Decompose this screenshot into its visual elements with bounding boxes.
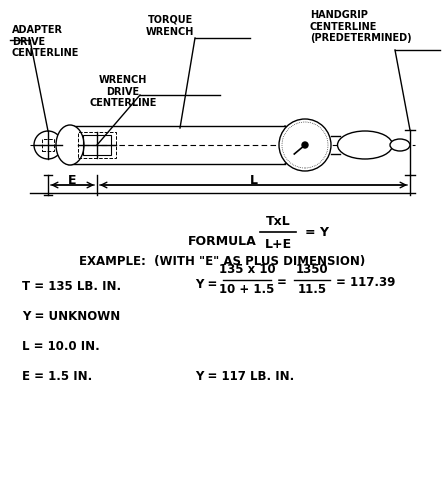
Text: 11.5: 11.5	[297, 283, 327, 296]
Text: = Y: = Y	[305, 227, 329, 240]
Text: =: =	[277, 275, 287, 288]
Text: E: E	[68, 174, 76, 187]
Text: E = 1.5 IN.: E = 1.5 IN.	[22, 370, 92, 383]
Text: ADAPTER
DRIVE
CENTERLINE: ADAPTER DRIVE CENTERLINE	[12, 25, 79, 58]
Text: = 117.39: = 117.39	[336, 275, 395, 288]
Text: HANDGRIP
CENTERLINE
(PREDETERMINED): HANDGRIP CENTERLINE (PREDETERMINED)	[310, 10, 412, 43]
Bar	[42, 139, 54, 151]
Text: FORMULA: FORMULA	[188, 235, 256, 248]
Text: TORQUE
WRENCH: TORQUE WRENCH	[146, 15, 194, 37]
Text: T = 135 LB. IN.: T = 135 LB. IN.	[22, 280, 121, 293]
Text: 10 + 1.5: 10 + 1.5	[219, 283, 275, 296]
Ellipse shape	[56, 125, 84, 165]
Ellipse shape	[337, 131, 392, 159]
Text: 135 x 10: 135 x 10	[218, 263, 275, 276]
Text: Y = UNKNOWN: Y = UNKNOWN	[22, 310, 120, 323]
Text: Y = 117 LB. IN.: Y = 117 LB. IN.	[195, 370, 294, 383]
Text: TxL: TxL	[266, 215, 291, 228]
Circle shape	[279, 119, 331, 171]
Text: L = 10.0 IN.: L = 10.0 IN.	[22, 340, 100, 353]
Text: Y =: Y =	[195, 278, 217, 291]
Ellipse shape	[390, 139, 410, 151]
Bar	[83, 135, 111, 155]
Text: EXAMPLE:  (WITH "E" AS PLUS DIMENSION): EXAMPLE: (WITH "E" AS PLUS DIMENSION)	[79, 255, 365, 268]
Text: 1350: 1350	[295, 263, 328, 276]
Text: L+E: L+E	[264, 238, 291, 251]
Circle shape	[302, 142, 308, 148]
Text: L: L	[250, 174, 258, 187]
Bar	[78, 132, 116, 158]
Text: WRENCH
DRIVE
CENTERLINE: WRENCH DRIVE CENTERLINE	[89, 75, 157, 108]
